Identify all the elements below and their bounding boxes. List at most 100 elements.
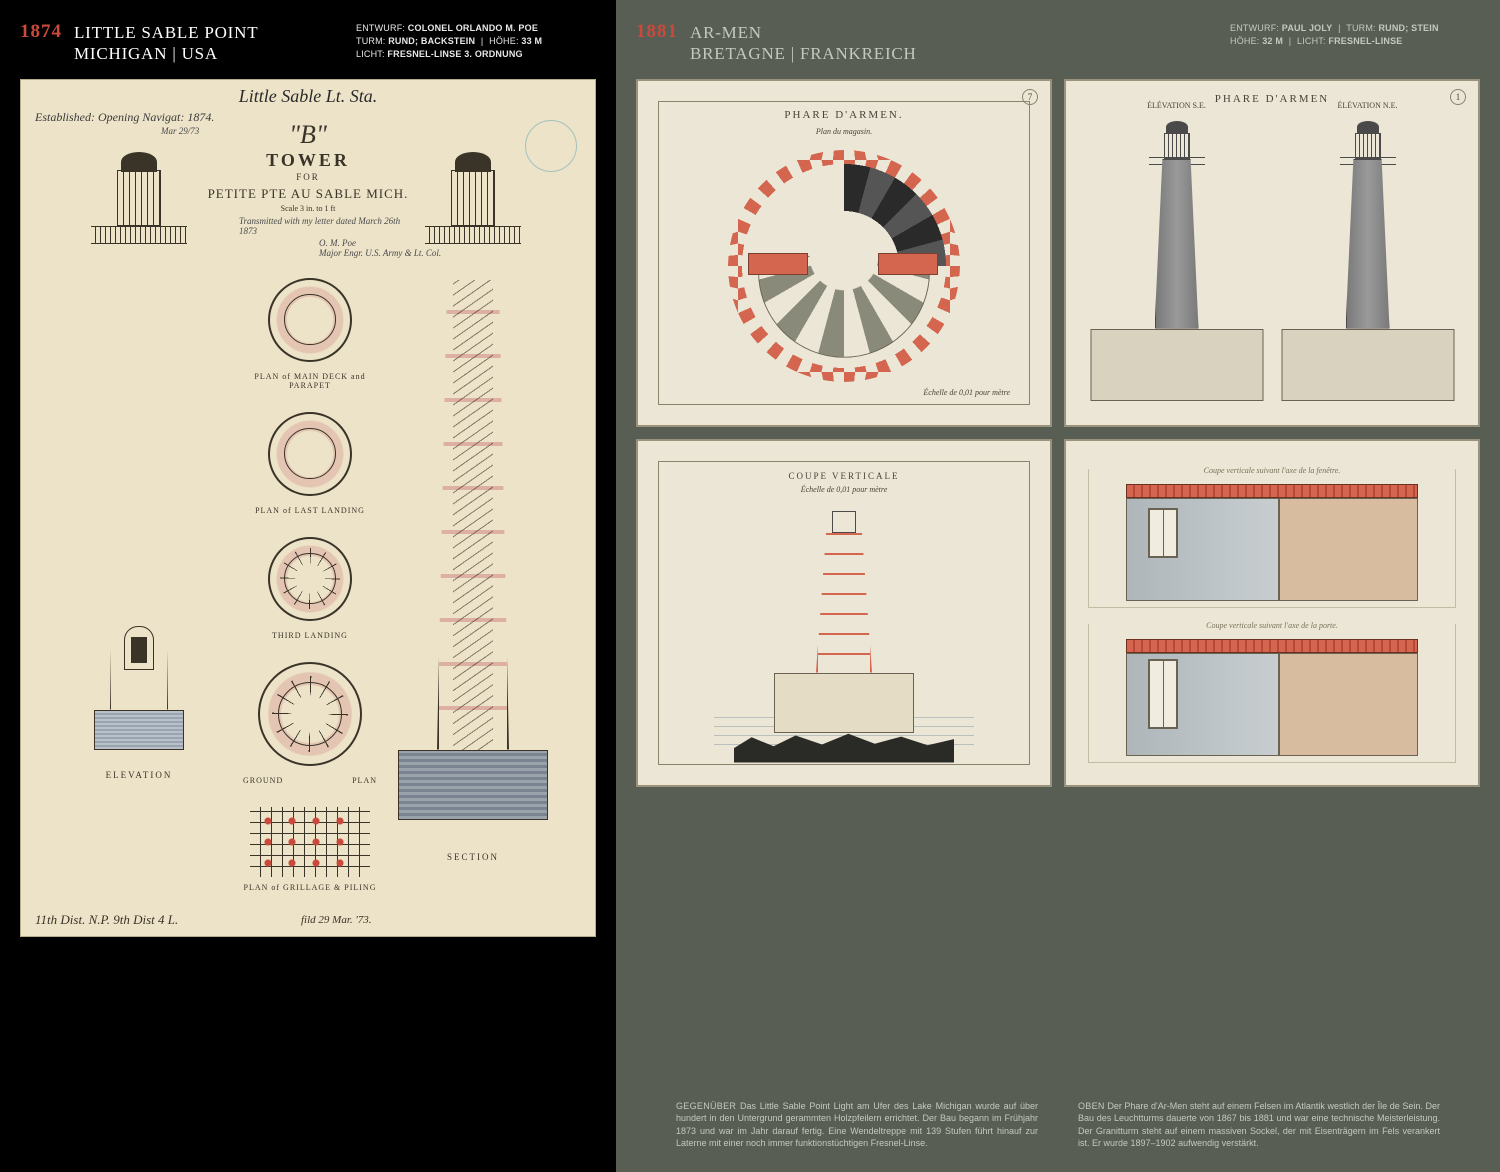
elev-ne-label: ÉLÉVATION N.E. <box>1281 101 1454 110</box>
meta-r-licht: FRESNEL-LINSE <box>1328 36 1402 46</box>
elev-door <box>124 626 154 670</box>
plan-ground-l: GROUND <box>243 776 283 785</box>
detail1-roof <box>1126 484 1419 498</box>
meta-hoehe: 33 M <box>521 36 542 46</box>
bp-note-transmitted: Transmitted with my letter dated March 2… <box>239 216 419 238</box>
meta-left: ENTWURF: COLONEL ORLANDO M. POE TURM: RU… <box>356 22 596 61</box>
meta-turm-label: TURM: <box>356 36 386 46</box>
bp-footer: 11th Dist. N.P. 9th Dist 4 L. <box>35 912 178 928</box>
meta-entwurf-label: ENTWURF: <box>356 23 405 33</box>
meta-right: ENTWURF: PAUL JOLY | TURM: RUND; STEIN H… <box>1230 22 1480 48</box>
plan-maindeck-label: PLAN of MAIN DECK and PARAPET <box>235 372 385 390</box>
elev-gallery <box>91 226 187 244</box>
plan-last-landing-label: PLAN of LAST LANDING <box>235 506 385 515</box>
title-right-l2: BRETAGNE | FRANKREICH <box>690 43 917 64</box>
elev-ne-lantern <box>1355 133 1381 159</box>
detail-porte-label: Coupe verticale suivant l'axe de la port… <box>1089 621 1455 630</box>
bp-stamp-icon <box>525 120 577 172</box>
bp-footer-date: fild 29 Mar. '73. <box>301 914 372 926</box>
meta-turm: RUND; BACKSTEIN <box>388 36 475 46</box>
meta-entwurf: COLONEL ORLANDO M. POE <box>408 23 538 33</box>
elev-se-lantern <box>1164 133 1190 159</box>
meta-r-entwurf-label: ENTWURF: <box>1230 23 1279 33</box>
detail2-door <box>1148 659 1178 729</box>
meta-r-entwurf: PAUL JOLY <box>1282 23 1333 33</box>
caption-row: GEGENÜBER Das Little Sable Point Light a… <box>676 1100 1440 1150</box>
detail1-window <box>1148 508 1178 558</box>
lighthouse-section: SECTION <box>393 170 553 890</box>
elev-label: ELEVATION <box>69 770 209 780</box>
plan-maindeck <box>268 278 352 362</box>
card-coupe-verticale: COUPE VERTICALE Échelle de 0,01 pour mèt… <box>636 439 1052 787</box>
armen-elev-ne: ÉLÉVATION N.E. <box>1281 119 1454 401</box>
elev-ne-tower <box>1346 159 1390 329</box>
detail2-wall-right <box>1279 653 1418 756</box>
plan-grillage <box>250 807 370 877</box>
card1-footnote: Échelle de 0,01 pour mètre <box>923 388 1010 397</box>
armen-elev-pair: ÉLÉVATION S.E. ÉLÉVATION N.E. <box>1090 119 1454 401</box>
title-left-l2: MICHIGAN | USA <box>74 43 258 64</box>
elev-lantern <box>117 170 161 226</box>
section-base <box>774 673 914 733</box>
elev-dome <box>121 152 157 172</box>
sec-base <box>398 750 548 820</box>
header-right: 1881 AR-MEN BRETAGNE | FRANKREICH ENTWUR… <box>636 22 1480 65</box>
detail2-roof <box>1126 639 1419 653</box>
sec-lantern <box>451 170 495 226</box>
page-left: 1874 LITTLE SABLE POINT MICHIGAN | USA E… <box>0 0 616 1172</box>
bp-letter-b: "B" <box>21 120 595 150</box>
plan-ground-r: PLAN <box>352 776 377 785</box>
plan-third-landing-label: THIRD LANDING <box>235 631 385 640</box>
meta-r-licht-label: LICHT: <box>1297 36 1326 46</box>
plan-third-landing <box>268 537 352 621</box>
sec-dome <box>455 152 491 172</box>
caption-left-lead: GEGENÜBER <box>676 1101 736 1111</box>
armen-details: Coupe verticale suivant l'axe de la fenê… <box>1088 469 1456 763</box>
caption-right-body: Der Phare d'Ar-Men steht auf einem Felse… <box>1078 1101 1440 1149</box>
page-right: 1881 AR-MEN BRETAGNE | FRANKREICH ENTWUR… <box>616 0 1500 1172</box>
meta-r-turm: RUND; STEIN <box>1378 23 1438 33</box>
plan-column: PLAN of MAIN DECK and PARAPET PLAN of LA… <box>235 278 385 914</box>
sec-label: SECTION <box>393 852 553 862</box>
header-left: 1874 LITTLE SABLE POINT MICHIGAN | USA E… <box>20 22 596 65</box>
meta-licht: FRESNEL-LINSE 3. ORDNUNG <box>387 49 522 59</box>
elev-ne-dome <box>1357 121 1379 133</box>
card1-sub: Plan du magasin. <box>638 127 1050 136</box>
armen-elev-se: ÉLÉVATION S.E. <box>1090 119 1263 401</box>
card1-title: PHARE D'ARMEN. <box>638 109 1050 121</box>
blueprint-grid: 7 PHARE D'ARMEN. Plan du magasin. Échell… <box>636 79 1480 787</box>
elev-se-base <box>1090 329 1263 401</box>
card3-sub: Échelle de 0,01 pour mètre <box>638 485 1050 494</box>
meta-r-turm-label: TURM: <box>1346 23 1376 33</box>
caption-left: GEGENÜBER Das Little Sable Point Light a… <box>676 1100 1038 1150</box>
elev-se-label: ÉLÉVATION S.E. <box>1090 101 1263 110</box>
plan-last-landing <box>268 412 352 496</box>
meta-r-hoehe-label: HÖHE: <box>1230 36 1260 46</box>
year-right: 1881 <box>636 22 678 43</box>
elev-base <box>94 710 184 750</box>
bp-note-date: Mar 29/73 <box>161 126 199 137</box>
lighthouse-elevation: ELEVATION <box>69 170 209 800</box>
meta-licht-label: LICHT: <box>356 49 385 59</box>
plan-grillage-label: PLAN of GRILLAGE & PILING <box>235 883 385 892</box>
detail-fenetre-label: Coupe verticale suivant l'axe de la fenê… <box>1089 466 1455 475</box>
blueprint-little-sable: Little Sable Lt. Sta. Established: Openi… <box>20 79 596 937</box>
plan-red-block-1 <box>748 253 808 275</box>
elev-se-dome <box>1166 121 1188 133</box>
elev-se-tower <box>1155 159 1199 329</box>
section-lantern <box>832 511 856 533</box>
sec-gallery <box>425 226 521 244</box>
elev-ne-base <box>1281 329 1454 401</box>
title-left-l1: LITTLE SABLE POINT <box>74 22 258 43</box>
title-block-right: AR-MEN BRETAGNE | FRANKREICH <box>690 22 917 65</box>
year-left: 1874 <box>20 22 62 43</box>
card-details: Coupe verticale suivant l'axe de la fenê… <box>1064 439 1480 787</box>
sec-spiral-stair <box>453 280 493 750</box>
bp-tower: TOWER <box>21 150 595 171</box>
detail-fenetre: Coupe verticale suivant l'axe de la fenê… <box>1088 469 1456 608</box>
caption-right: OBEN Der Phare d'Ar-Men steht auf einem … <box>1078 1100 1440 1150</box>
card3-title: COUPE VERTICALE <box>638 471 1050 481</box>
card-elevations: 1 PHARE D'ARMEN ÉLÉVATION S.E. ÉLÉVATION… <box>1064 79 1480 427</box>
title-right-l1: AR-MEN <box>690 22 917 43</box>
bp-script-title: Little Sable Lt. Sta. <box>21 86 595 107</box>
